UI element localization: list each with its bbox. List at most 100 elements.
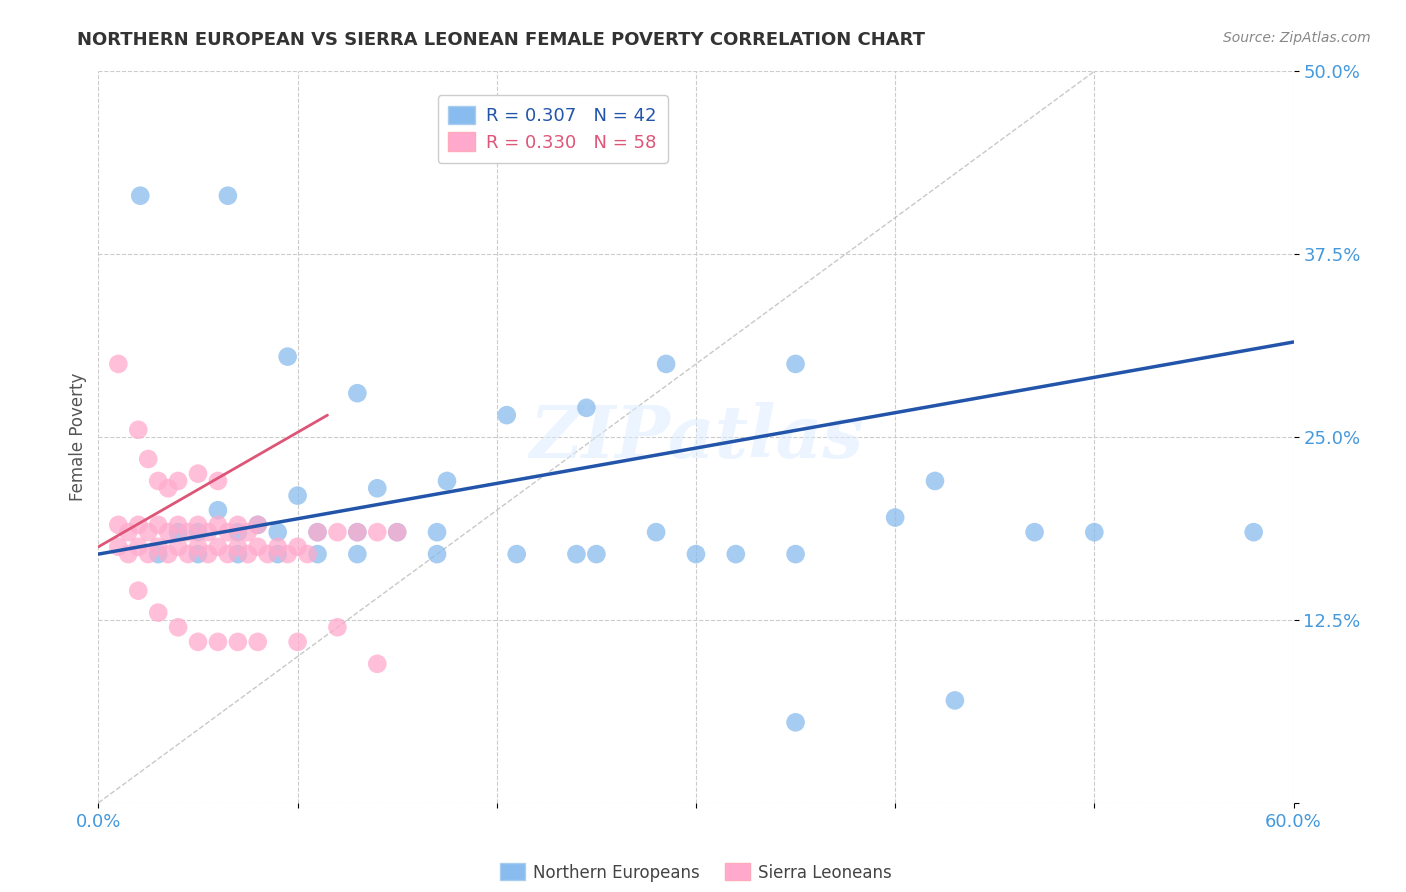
Point — [655, 357, 678, 371]
Point — [148, 540, 170, 554]
Point — [136, 547, 159, 561]
Legend: Northern Europeans, Sierra Leoneans: Northern Europeans, Sierra Leoneans — [492, 855, 900, 890]
Point — [366, 525, 388, 540]
Point — [246, 540, 269, 554]
Point — [426, 525, 449, 540]
Point — [277, 547, 299, 561]
Point — [187, 467, 209, 481]
Point — [148, 474, 170, 488]
Point — [585, 547, 607, 561]
Point — [187, 517, 209, 532]
Point — [685, 547, 707, 561]
Point — [107, 540, 129, 554]
Point — [246, 517, 269, 532]
Point — [1024, 525, 1046, 540]
Point — [785, 357, 807, 371]
Point — [307, 547, 329, 561]
Point — [346, 525, 368, 540]
Point — [236, 525, 259, 540]
Point — [645, 525, 668, 540]
Point — [1243, 525, 1265, 540]
Point — [385, 525, 409, 540]
Point — [177, 547, 200, 561]
Point — [346, 525, 368, 540]
Point — [326, 620, 349, 634]
Point — [226, 525, 249, 540]
Point — [267, 525, 290, 540]
Point — [565, 547, 588, 561]
Point — [197, 525, 219, 540]
Point — [287, 540, 309, 554]
Point — [157, 525, 180, 540]
Text: ZIPatlas: ZIPatlas — [529, 401, 863, 473]
Point — [157, 481, 180, 495]
Point — [785, 547, 807, 561]
Point — [724, 547, 747, 561]
Text: Source: ZipAtlas.com: Source: ZipAtlas.com — [1223, 31, 1371, 45]
Point — [267, 547, 290, 561]
Point — [226, 517, 249, 532]
Point — [167, 540, 190, 554]
Point — [436, 474, 458, 488]
Point — [426, 547, 449, 561]
Point — [107, 357, 129, 371]
Point — [127, 423, 149, 437]
Point — [506, 547, 529, 561]
Point — [207, 635, 229, 649]
Point — [157, 547, 180, 561]
Point — [236, 547, 259, 561]
Point — [187, 635, 209, 649]
Point — [217, 188, 239, 202]
Point — [307, 525, 329, 540]
Point — [226, 540, 249, 554]
Y-axis label: Female Poverty: Female Poverty — [69, 373, 87, 501]
Point — [167, 517, 190, 532]
Point — [346, 386, 368, 401]
Point — [187, 540, 209, 554]
Point — [307, 525, 329, 540]
Point — [127, 517, 149, 532]
Point — [136, 452, 159, 467]
Point — [924, 474, 946, 488]
Point — [117, 525, 139, 540]
Point — [495, 408, 517, 422]
Point — [346, 547, 368, 561]
Point — [575, 401, 598, 415]
Point — [148, 547, 170, 561]
Point — [167, 525, 190, 540]
Text: NORTHERN EUROPEAN VS SIERRA LEONEAN FEMALE POVERTY CORRELATION CHART: NORTHERN EUROPEAN VS SIERRA LEONEAN FEMA… — [77, 31, 925, 49]
Point — [277, 350, 299, 364]
Point — [136, 525, 159, 540]
Point — [207, 517, 229, 532]
Point — [246, 635, 269, 649]
Point — [226, 547, 249, 561]
Point — [366, 657, 388, 671]
Point — [256, 547, 278, 561]
Point — [217, 525, 239, 540]
Point — [148, 517, 170, 532]
Point — [297, 547, 319, 561]
Point — [884, 510, 907, 524]
Point — [366, 481, 388, 495]
Point — [785, 715, 807, 730]
Point — [167, 620, 190, 634]
Point — [287, 489, 309, 503]
Point — [107, 517, 129, 532]
Point — [207, 540, 229, 554]
Point — [187, 525, 209, 540]
Point — [187, 547, 209, 561]
Point — [267, 540, 290, 554]
Point — [287, 635, 309, 649]
Point — [1083, 525, 1105, 540]
Point — [197, 547, 219, 561]
Point — [326, 525, 349, 540]
Point — [217, 547, 239, 561]
Point — [177, 525, 200, 540]
Point — [129, 188, 152, 202]
Point — [148, 606, 170, 620]
Point — [127, 583, 149, 598]
Point — [943, 693, 966, 707]
Point — [167, 474, 190, 488]
Point — [127, 540, 149, 554]
Point — [385, 525, 409, 540]
